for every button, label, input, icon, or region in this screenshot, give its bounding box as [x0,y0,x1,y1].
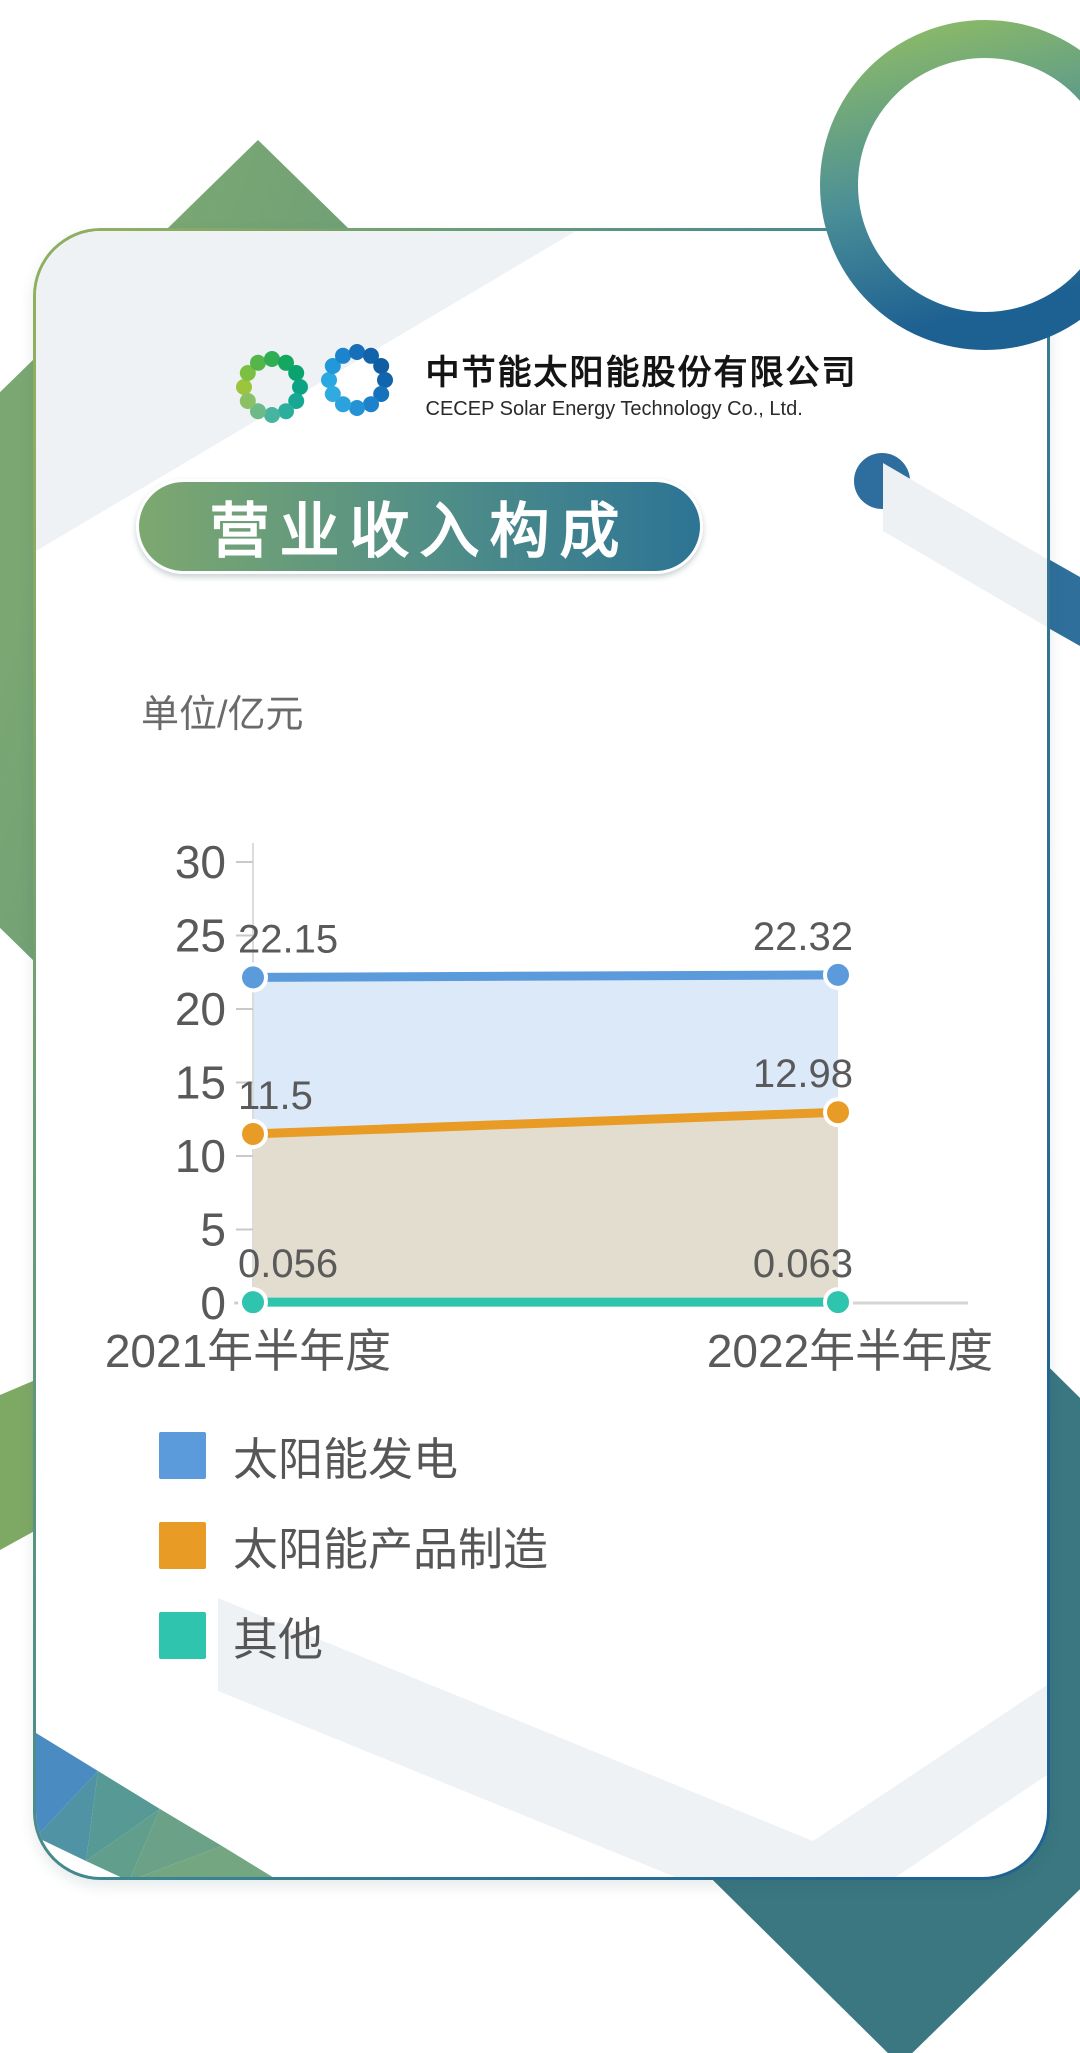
small-blue-circle [854,453,910,509]
svg-text:15: 15 [175,1057,226,1109]
legend-swatch-orange [159,1522,206,1569]
legend-label: 其他 [233,1614,324,1665]
svg-text:22.15: 22.15 [238,917,338,961]
svg-text:10: 10 [175,1130,226,1182]
svg-text:2022年半年度: 2022年半年度 [707,1325,993,1377]
svg-text:0: 0 [200,1277,226,1329]
page-title: 营业收入构成 [209,498,630,565]
title-banner: 营业收入构成 [136,479,703,574]
svg-text:0.056: 0.056 [238,1242,338,1286]
company-name-block: 中节能太阳能股份有限公司 CECEP Solar Energy Technolo… [426,345,858,421]
legend-item-solar-manufacturing: 太阳能产品制造 [159,1513,548,1578]
unit-label: 单位/亿元 [141,694,304,736]
legend-swatch-teal [159,1612,206,1659]
company-name-en: CECEP Solar Energy Technology Co., Ltd. [425,398,803,420]
card-border: 中节能太阳能股份有限公司 CECEP Solar Energy Technolo… [33,228,1050,1880]
company-name-zh: 中节能太阳能股份有限公司 [425,354,858,392]
legend-item-solar-power: 太阳能发电 [159,1423,548,1488]
svg-text:25: 25 [175,910,226,962]
legend-item-other: 其他 [159,1603,548,1668]
legend-label: 太阳能产品制造 [233,1524,549,1575]
company-header: 中节能太阳能股份有限公司 CECEP Solar Energy Technolo… [36,339,1047,427]
svg-text:20: 20 [175,983,226,1035]
svg-text:2021年半年度: 2021年半年度 [105,1325,391,1377]
company-logo-icon [235,344,393,423]
legend-label: 太阳能发电 [233,1434,459,1485]
svg-text:22.32: 22.32 [753,915,853,959]
svg-text:30: 30 [175,836,226,888]
corner-facet-band [36,1733,273,1877]
svg-text:5: 5 [200,1204,226,1256]
svg-text:12.98: 12.98 [753,1052,853,1096]
decorative-ring [820,20,1080,350]
logo-dot-rings [235,344,393,423]
content-card: 中节能太阳能股份有限公司 CECEP Solar Energy Technolo… [36,231,1047,1877]
legend-swatch-blue [159,1432,206,1479]
chart-legend: 太阳能发电 太阳能产品制造 其他 [159,1423,548,1668]
svg-text:0.063: 0.063 [753,1242,853,1286]
svg-text:11.5: 11.5 [238,1074,313,1118]
